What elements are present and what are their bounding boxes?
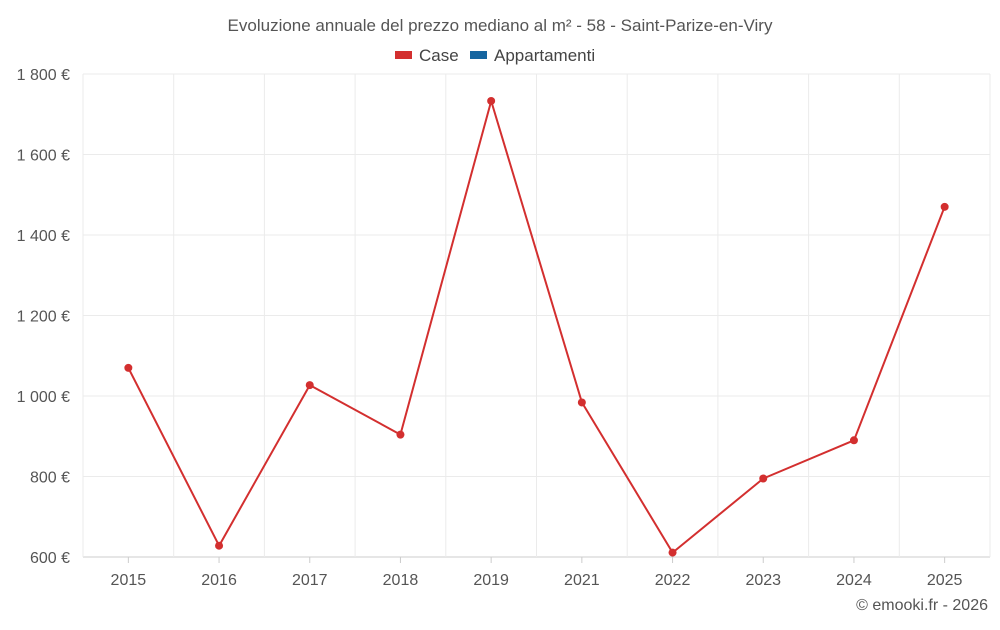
x-tick-label: 2018: [383, 572, 419, 589]
x-tick-label: 2024: [836, 572, 872, 589]
y-tick-label: 600 €: [30, 550, 70, 567]
y-tick-label: 800 €: [30, 470, 70, 487]
y-tick-label: 1 600 €: [17, 148, 70, 165]
x-tick-label: 2019: [473, 572, 509, 589]
x-tick-label: 2017: [292, 572, 328, 589]
legend-label-case[interactable]: Case: [419, 46, 459, 65]
data-point[interactable]: [487, 96, 496, 105]
x-tick-label: 2025: [927, 572, 963, 589]
y-tick-label: 1 200 €: [17, 309, 70, 326]
series-layer: [124, 96, 949, 557]
data-point[interactable]: [668, 548, 677, 557]
data-point[interactable]: [940, 202, 949, 211]
legend-label-appartamenti[interactable]: Appartamenti: [494, 46, 595, 65]
data-point[interactable]: [849, 436, 858, 445]
legend-swatch-case: [395, 51, 412, 59]
y-tick-label: 1 800 €: [17, 67, 70, 84]
x-tick-label: 2022: [655, 572, 691, 589]
y-tick-label: 1 000 €: [17, 389, 70, 406]
x-tick-label: 2021: [564, 572, 600, 589]
legend: Case Appartamenti: [395, 46, 595, 65]
data-point[interactable]: [759, 474, 768, 483]
chart-title: Evoluzione annuale del prezzo mediano al…: [228, 16, 773, 35]
x-tick-label: 2023: [745, 572, 781, 589]
x-axis-ticks: 2015 2016 2017 2018 2019 2021 2022 2023 2024 2025: [111, 557, 963, 589]
data-point[interactable]: [215, 541, 224, 550]
data-point[interactable]: [305, 381, 314, 390]
data-point[interactable]: [396, 430, 405, 439]
y-tick-label: 1 400 €: [17, 228, 70, 245]
legend-swatch-appartamenti: [470, 51, 487, 59]
data-point[interactable]: [577, 398, 586, 407]
data-point[interactable]: [124, 363, 133, 372]
credit-text: © emooki.fr - 2026: [856, 597, 988, 614]
x-tick-label: 2016: [201, 572, 237, 589]
y-axis-ticks: 600 € 800 € 1 000 € 1 200 € 1 400 € 1 600 € 1 …: [17, 67, 70, 567]
series-line-case: [127, 100, 946, 554]
x-tick-label: 2015: [111, 572, 147, 589]
